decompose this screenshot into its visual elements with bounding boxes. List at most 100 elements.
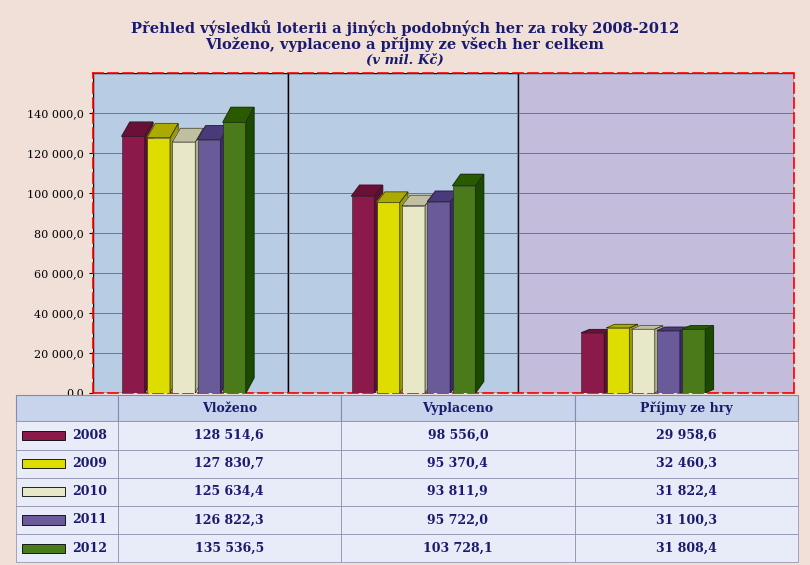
Polygon shape <box>475 175 484 393</box>
FancyBboxPatch shape <box>340 396 575 421</box>
FancyBboxPatch shape <box>16 477 117 506</box>
Text: 93 811,9: 93 811,9 <box>428 485 488 498</box>
Text: 125 634,4: 125 634,4 <box>194 485 264 498</box>
Polygon shape <box>195 128 203 393</box>
FancyBboxPatch shape <box>23 487 66 496</box>
Text: 126 822,3: 126 822,3 <box>194 514 264 527</box>
Polygon shape <box>173 128 203 142</box>
FancyBboxPatch shape <box>575 396 798 421</box>
FancyBboxPatch shape <box>575 506 798 534</box>
Polygon shape <box>220 126 228 393</box>
FancyBboxPatch shape <box>575 477 798 506</box>
Polygon shape <box>682 325 714 329</box>
FancyBboxPatch shape <box>288 73 518 393</box>
FancyBboxPatch shape <box>23 544 66 553</box>
Polygon shape <box>246 107 254 393</box>
Polygon shape <box>352 185 382 196</box>
Polygon shape <box>377 192 408 202</box>
Polygon shape <box>629 324 637 393</box>
Polygon shape <box>428 191 458 202</box>
FancyBboxPatch shape <box>93 73 288 393</box>
Polygon shape <box>402 195 433 206</box>
Bar <box>428 202 450 393</box>
FancyBboxPatch shape <box>117 534 340 562</box>
Polygon shape <box>706 325 714 393</box>
FancyBboxPatch shape <box>117 506 340 534</box>
Text: Vyplaceno: Vyplaceno <box>422 402 493 415</box>
Polygon shape <box>147 124 178 138</box>
Text: 95 722,0: 95 722,0 <box>428 514 488 527</box>
Polygon shape <box>632 325 663 329</box>
Polygon shape <box>198 126 228 140</box>
Polygon shape <box>122 122 153 136</box>
FancyBboxPatch shape <box>340 477 575 506</box>
FancyBboxPatch shape <box>23 431 66 440</box>
Text: (v mil. Kč): (v mil. Kč) <box>366 54 444 67</box>
Polygon shape <box>657 327 688 331</box>
FancyBboxPatch shape <box>23 459 66 468</box>
Text: Příjmy ze hry: Příjmy ze hry <box>640 402 733 415</box>
FancyBboxPatch shape <box>340 421 575 450</box>
Text: 2009: 2009 <box>72 457 107 470</box>
Bar <box>147 138 170 393</box>
FancyBboxPatch shape <box>16 396 117 421</box>
Polygon shape <box>607 324 637 328</box>
Text: 127 830,7: 127 830,7 <box>194 457 264 470</box>
Text: Přehled výsledků loterii a jiných podobných her za roky 2008-2012: Přehled výsledků loterii a jiných podobn… <box>130 20 680 36</box>
Bar <box>682 329 706 393</box>
FancyBboxPatch shape <box>575 450 798 477</box>
Polygon shape <box>425 195 433 393</box>
Text: 2010: 2010 <box>72 485 107 498</box>
Text: 2012: 2012 <box>72 542 107 555</box>
Polygon shape <box>170 124 178 393</box>
Bar <box>453 186 475 393</box>
Polygon shape <box>400 192 408 393</box>
FancyBboxPatch shape <box>518 73 794 393</box>
Polygon shape <box>680 327 688 393</box>
FancyBboxPatch shape <box>23 515 66 524</box>
Bar <box>607 328 629 393</box>
FancyBboxPatch shape <box>16 421 117 450</box>
FancyBboxPatch shape <box>340 534 575 562</box>
Text: 32 460,3: 32 460,3 <box>656 457 717 470</box>
Text: 31 822,4: 31 822,4 <box>656 485 717 498</box>
FancyBboxPatch shape <box>575 421 798 450</box>
Polygon shape <box>223 107 254 122</box>
FancyBboxPatch shape <box>16 534 117 562</box>
FancyBboxPatch shape <box>575 534 798 562</box>
FancyBboxPatch shape <box>117 421 340 450</box>
Polygon shape <box>374 185 382 393</box>
Text: Vloženo: Vloženo <box>202 402 257 415</box>
Text: 98 556,0: 98 556,0 <box>428 429 488 442</box>
Bar <box>377 202 400 393</box>
Text: Vloženo, vyplaceno a příjmy ze všech her celkem: Vloženo, vyplaceno a příjmy ze všech her… <box>206 37 604 52</box>
FancyBboxPatch shape <box>16 506 117 534</box>
FancyBboxPatch shape <box>117 477 340 506</box>
Text: 31 808,4: 31 808,4 <box>656 542 717 555</box>
Text: 2008: 2008 <box>72 429 107 442</box>
Text: 31 100,3: 31 100,3 <box>656 514 717 527</box>
Polygon shape <box>453 175 484 186</box>
Text: 128 514,6: 128 514,6 <box>194 429 264 442</box>
Bar <box>352 196 374 393</box>
Bar <box>198 140 220 393</box>
FancyBboxPatch shape <box>16 450 117 477</box>
Bar <box>223 122 246 393</box>
Text: 103 728,1: 103 728,1 <box>423 542 492 555</box>
FancyBboxPatch shape <box>117 396 340 421</box>
Bar <box>657 331 680 393</box>
Polygon shape <box>450 191 458 393</box>
Polygon shape <box>604 329 612 393</box>
Text: 29 958,6: 29 958,6 <box>656 429 717 442</box>
FancyBboxPatch shape <box>340 506 575 534</box>
Bar <box>582 333 604 393</box>
Text: 2011: 2011 <box>72 514 107 527</box>
Bar <box>173 142 195 393</box>
Text: 95 370,4: 95 370,4 <box>428 457 488 470</box>
Polygon shape <box>582 329 612 333</box>
Polygon shape <box>145 122 153 393</box>
Bar <box>632 329 654 393</box>
Bar <box>122 136 145 393</box>
Polygon shape <box>654 325 663 393</box>
FancyBboxPatch shape <box>340 450 575 477</box>
